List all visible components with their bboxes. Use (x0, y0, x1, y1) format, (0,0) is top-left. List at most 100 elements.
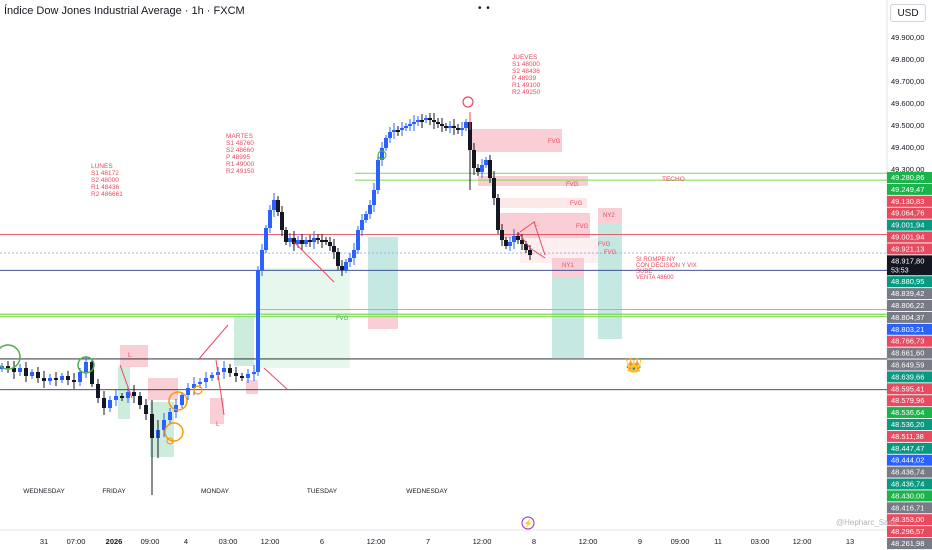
price-label-text: 48.296,57 (891, 527, 924, 536)
time-tick: 12:00 (579, 537, 598, 546)
price-label-text: 49.280,86 (891, 173, 924, 182)
candle-body (368, 205, 372, 214)
fvg-zone (148, 378, 178, 400)
price-label: 48.921,13 (887, 243, 932, 255)
price-label-bg (887, 538, 932, 549)
fvg-zone (210, 398, 224, 424)
candle-body (464, 122, 468, 128)
candle-body (376, 160, 380, 190)
price-tick: 49.700,00 (891, 77, 924, 86)
price-label: 48.917,80 53:53 (887, 255, 932, 276)
demand-zone (234, 316, 254, 366)
ny2-zone (598, 208, 622, 223)
projection-arrow (519, 221, 546, 256)
currency-button[interactable]: USD (890, 4, 926, 22)
candle-body (198, 382, 202, 384)
day-label: WEDNESDAY (406, 488, 448, 495)
price-label: 48.803,21 (887, 323, 932, 335)
price-label: 48.511,38 (887, 430, 932, 442)
price-label-text: 48.353,00 (891, 515, 924, 524)
projection-arrow (215, 359, 225, 416)
candle-body (24, 368, 28, 376)
price-label-bg (887, 419, 932, 430)
fvg-zone (500, 213, 590, 238)
day-label: FRIDAY (102, 488, 126, 495)
candle-body (452, 126, 456, 128)
countdown-text: 53:53 (891, 267, 909, 274)
price-label-text: 48.436,74 (891, 480, 924, 489)
drag-handle-dots[interactable]: • • (478, 3, 491, 14)
candle-body (42, 378, 46, 381)
price-label-bg (887, 514, 932, 526)
fvg-label: FVG (598, 242, 611, 248)
price-label-bg (887, 195, 932, 207)
candle-body (268, 210, 272, 228)
candle-body (162, 420, 166, 430)
price-label-text: 48.436,74 (891, 468, 924, 477)
price-label-bg (887, 172, 932, 183)
candle-body (6, 366, 10, 368)
day-label: MONDAY (201, 488, 230, 495)
candle-body (312, 238, 316, 242)
price-label-text: 48.579,96 (891, 396, 924, 405)
ny-zone (368, 315, 398, 329)
fvg-zone (478, 176, 588, 186)
ny2-label: NY2 (603, 213, 615, 219)
green-circle (77, 356, 95, 374)
candle-body (54, 378, 58, 380)
candle-body (18, 368, 22, 372)
candle-body (456, 128, 460, 130)
candle-body (240, 376, 244, 378)
candle-body (424, 118, 428, 120)
martes-pivot-label: S2 48660 (226, 147, 254, 154)
price-label-bg (887, 466, 932, 478)
candle-body (356, 230, 360, 250)
symbol-title[interactable]: Índice Dow Jones Industrial Average · 1h… (4, 5, 245, 17)
candle-body (428, 118, 432, 120)
price-label-bg (887, 243, 932, 255)
price-label: 49.249,47 (887, 183, 932, 195)
candle-body (344, 262, 348, 270)
price-label: 48.839,42 (887, 288, 932, 300)
candle-body (524, 244, 528, 250)
candle-body (180, 395, 184, 405)
orange-circle (166, 437, 174, 445)
price-label-text: 48.917,80 (891, 256, 924, 265)
candle-body (320, 240, 324, 242)
price-tick: 49.400,00 (891, 143, 924, 152)
author-watermark: @Hepharc_Sastc (836, 518, 899, 527)
candle-body (488, 160, 492, 178)
price-label-text: 48.416,71 (891, 503, 924, 512)
red-circle (462, 96, 474, 108)
price-label-bg (887, 490, 932, 502)
candle-body (372, 190, 376, 205)
l-label: L (534, 221, 538, 228)
price-label-bg (887, 502, 932, 514)
candle-body (222, 368, 226, 372)
candle-body (480, 165, 484, 172)
candle-body (492, 178, 496, 198)
techo-label: TECHO (662, 176, 685, 183)
candle-body (174, 405, 178, 412)
candle-body (90, 362, 94, 384)
candle-body (256, 270, 260, 372)
l-label: L (216, 421, 220, 428)
price-label-bg (887, 323, 932, 335)
fvg-zone (246, 380, 258, 394)
price-label: 49.064,76 (887, 207, 932, 219)
candle-body (96, 384, 100, 398)
candle-body (102, 398, 106, 408)
fvg-green-zone (260, 268, 350, 368)
ny-zone (368, 237, 398, 315)
price-label-text: 49.064,76 (891, 209, 924, 218)
green-circle (0, 344, 21, 370)
jueves-pivot-label: P 48939 (512, 75, 536, 82)
projection-arrow (529, 247, 546, 259)
trade-note: CON DECISION Y VIX (636, 263, 697, 269)
price-tick: 49.500,00 (891, 121, 924, 130)
candle-body (72, 380, 76, 382)
price-label: 48.261,98 (887, 538, 932, 549)
candle-body (168, 412, 172, 420)
